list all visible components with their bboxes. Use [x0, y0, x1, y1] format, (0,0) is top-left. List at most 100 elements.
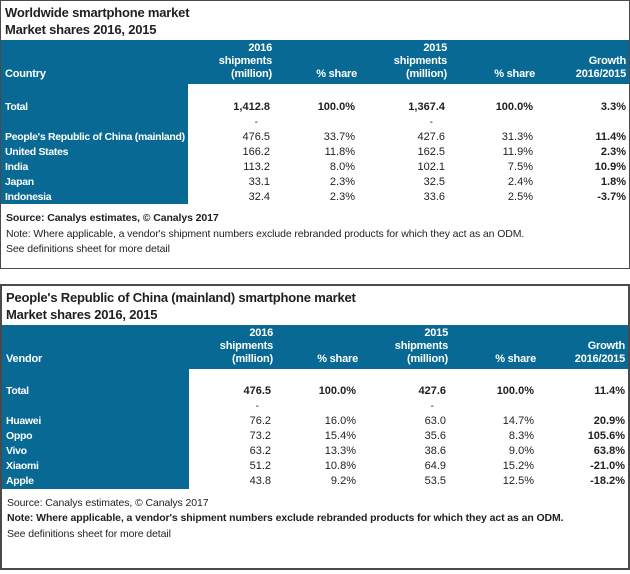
dash-2016: - [255, 401, 259, 412]
table-row: Japan 33.1 2.3% 32.5 2.4% 1.8% [1, 174, 629, 189]
cell-2015-shipments: 53.5 [424, 475, 446, 487]
header-line: 2015 [424, 326, 448, 339]
cell-2016-share: 15.4% [324, 430, 356, 442]
header-line: % share [316, 68, 357, 80]
table-row: Huawei 76.2 16.0% 63.0 14.7% 20.9% [2, 413, 628, 429]
row-label: Huawei [2, 413, 189, 429]
note-line: See definitions sheet for more detail [6, 243, 170, 255]
cell-2015-shipments: 1,367.4 [408, 100, 445, 113]
row-label: Vivo [2, 443, 189, 459]
cell-2016-shipments: 113.2 [243, 160, 270, 173]
note-line: See definitions sheet for more detail [7, 527, 171, 540]
column-header-2015-shipments: 2015 shipments (million) [363, 40, 453, 84]
cell-growth: 3.3% [600, 100, 626, 113]
table-title-block: People's Republic of China (mainland) sm… [2, 286, 628, 325]
cell-2015-shipments: 102.1 [417, 160, 445, 173]
row-label: Xiaomi [2, 458, 189, 474]
cell-growth: -18.2% [590, 475, 625, 487]
cell-2015-shipments: 32.5 [423, 175, 445, 188]
empty-cell [541, 115, 629, 129]
table-row: Indonesia 32.4 2.3% 33.6 2.5% -3.7% [1, 189, 629, 204]
table-body: Total 476.5 100.0% 427.6 100.0% 11.4% - … [2, 368, 628, 489]
cell-2015-share: 14.7% [502, 415, 534, 427]
cell-2015-shipments: 162.5 [417, 145, 445, 158]
empty-cell [542, 369, 628, 383]
column-header-growth: Growth 2016/2015 [542, 338, 628, 369]
country-rows: People's Republic of China (mainland) 47… [1, 129, 629, 204]
header-line: shipments [219, 339, 273, 352]
header-line: shipments [393, 55, 447, 67]
header-line: 2016/2015 [574, 352, 625, 365]
header-line: (million) [406, 68, 447, 80]
table-notes: Source: Canalys estimates, © Canalys 201… [1, 211, 629, 268]
cell-2016-share: 8.0% [329, 160, 355, 173]
empty-cell [188, 84, 278, 98]
table-title: Worldwide smartphone market [5, 5, 190, 20]
empty-cell [364, 369, 454, 383]
cell-2016-share: 33.7% [323, 130, 355, 143]
dash-row: - - [2, 399, 628, 414]
column-header-country: Country [5, 68, 46, 80]
row-label: People's Republic of China (mainland) [1, 129, 188, 144]
row-label: Indonesia [1, 189, 188, 204]
cell-2015-shipments: 35.6 [424, 430, 446, 442]
header-line: (million) [232, 352, 273, 365]
header-line: % share [495, 352, 536, 365]
row-label: Japan [1, 174, 188, 189]
cell-2016-shipments: 166.2 [242, 145, 270, 158]
cell-growth: 2.3% [600, 145, 626, 158]
table-row: Vivo 63.2 13.3% 38.6 9.0% 63.8% [2, 443, 628, 459]
empty-cell [278, 115, 363, 129]
cell-2015-share: 31.3% [501, 130, 533, 143]
spacer-row [1, 84, 629, 98]
table-row: People's Republic of China (mainland) 47… [1, 129, 629, 144]
table-title-block: Worldwide smartphone market Market share… [1, 1, 629, 40]
total-row: Total 476.5 100.0% 427.6 100.0% 11.4% [2, 382, 628, 400]
cell-growth: -21.0% [590, 460, 625, 472]
cell-2015-share: 8.3% [508, 430, 534, 442]
cell-2015-shipments: 33.6 [423, 190, 445, 203]
cell-2016-share: 13.3% [324, 445, 356, 457]
dash-2016: - [254, 116, 258, 128]
column-header-2016-shipments: 2016 shipments (million) [189, 325, 279, 369]
header-line: (million) [407, 352, 448, 365]
header-line: shipments [218, 55, 272, 67]
row-label-spacer [1, 115, 188, 129]
note-line: Note: Where applicable, a vendor's shipm… [6, 227, 525, 240]
column-header-2015-shipments: 2015 shipments (million) [364, 325, 454, 369]
column-header-row: Vendor 2016 shipments (million) % share … [2, 324, 628, 369]
header-line: 2016 [249, 326, 273, 339]
row-label-spacer [2, 399, 189, 414]
cell-2016-shipments: 476.5 [242, 130, 270, 143]
table-row: Apple 43.8 9.2% 53.5 12.5% -18.2% [2, 473, 628, 489]
cell-2015-share: 12.5% [502, 475, 534, 487]
cell-2016-share: 11.8% [324, 145, 355, 158]
empty-cell [454, 369, 542, 383]
cell-2015-share: 9.0% [508, 445, 534, 457]
header-line: % share [494, 68, 535, 80]
row-label-spacer [1, 84, 188, 98]
cell-2016-share: 16.0% [324, 415, 356, 427]
vendor-rows: Huawei 76.2 16.0% 63.0 14.7% 20.9% Oppo … [2, 413, 628, 489]
dash-row: - - [1, 115, 629, 129]
row-label: Apple [2, 473, 189, 489]
row-label: Oppo [2, 428, 189, 444]
column-header-2015-share: % share [454, 351, 542, 369]
row-label-spacer [2, 368, 189, 383]
cell-2015-share: 2.4% [507, 175, 533, 188]
cell-2016-share: 9.2% [330, 475, 356, 487]
cell-2016-share: 100.0% [318, 385, 356, 397]
empty-cell [453, 115, 541, 129]
cell-2015-shipments: 427.6 [418, 385, 446, 397]
cell-growth: 11.4% [594, 385, 625, 397]
cell-2016-shipments: 43.8 [249, 475, 271, 487]
cell-2015-share: 2.5% [507, 190, 533, 203]
note-line: Source: Canalys estimates, © Canalys 201… [6, 212, 219, 224]
note-line: Source: Canalys estimates, © Canalys 201… [7, 496, 209, 509]
row-label: Total [1, 98, 188, 115]
header-line: 2016 [248, 42, 272, 54]
empty-cell [278, 84, 363, 98]
cell-2016-share: 2.3% [329, 175, 355, 188]
empty-cell [454, 400, 542, 414]
dash-2015: - [430, 401, 434, 412]
